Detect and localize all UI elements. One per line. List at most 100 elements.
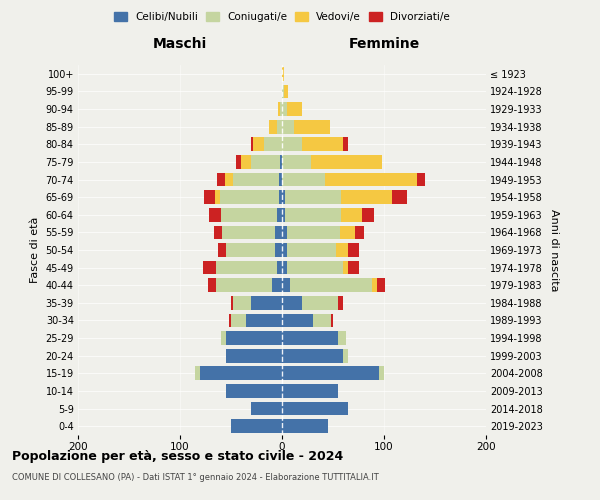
Bar: [251, 138, 253, 151]
Bar: [275, 226, 282, 239]
Bar: [208, 278, 216, 292]
Bar: [251, 155, 280, 169]
Bar: [231, 314, 247, 328]
Bar: [221, 208, 277, 222]
Bar: [287, 260, 343, 274]
Bar: [284, 84, 288, 98]
Bar: [231, 420, 282, 433]
Bar: [215, 190, 220, 204]
Bar: [280, 102, 282, 116]
Bar: [338, 296, 343, 310]
Bar: [282, 155, 311, 169]
Bar: [340, 226, 355, 239]
Bar: [372, 278, 377, 292]
Bar: [285, 190, 341, 204]
Bar: [222, 226, 275, 239]
Bar: [233, 296, 251, 310]
Bar: [302, 138, 343, 151]
Bar: [294, 120, 330, 134]
Bar: [311, 155, 382, 169]
Bar: [263, 138, 282, 151]
Bar: [272, 278, 282, 292]
Bar: [251, 296, 282, 310]
Bar: [221, 331, 226, 345]
Bar: [233, 172, 279, 186]
Bar: [229, 314, 231, 328]
Bar: [343, 138, 349, 151]
Bar: [287, 226, 340, 239]
Bar: [216, 260, 277, 274]
Bar: [236, 155, 241, 169]
Bar: [377, 278, 385, 292]
Bar: [277, 120, 282, 134]
Bar: [217, 172, 225, 186]
Bar: [282, 243, 287, 257]
Bar: [331, 314, 333, 328]
Bar: [282, 208, 285, 222]
Bar: [302, 296, 338, 310]
Bar: [341, 190, 392, 204]
Bar: [205, 190, 215, 204]
Bar: [277, 208, 282, 222]
Bar: [416, 172, 425, 186]
Bar: [282, 384, 338, 398]
Bar: [220, 190, 279, 204]
Bar: [247, 314, 282, 328]
Bar: [282, 331, 338, 345]
Bar: [282, 260, 287, 274]
Bar: [282, 102, 287, 116]
Bar: [269, 120, 277, 134]
Bar: [285, 208, 341, 222]
Bar: [313, 314, 331, 328]
Bar: [226, 349, 282, 362]
Bar: [343, 260, 349, 274]
Bar: [282, 84, 284, 98]
Bar: [277, 260, 282, 274]
Bar: [282, 190, 285, 204]
Bar: [216, 278, 272, 292]
Text: Femmine: Femmine: [349, 37, 419, 51]
Bar: [290, 278, 372, 292]
Bar: [279, 190, 282, 204]
Bar: [278, 102, 280, 116]
Bar: [282, 120, 294, 134]
Bar: [282, 314, 313, 328]
Bar: [226, 243, 275, 257]
Bar: [282, 226, 287, 239]
Legend: Celibi/Nubili, Coniugati/e, Vedovi/e, Divorziati/e: Celibi/Nubili, Coniugati/e, Vedovi/e, Di…: [110, 8, 454, 26]
Bar: [275, 243, 282, 257]
Text: COMUNE DI COLLESANO (PA) - Dati ISTAT 1° gennaio 2024 - Elaborazione TUTTITALIA.: COMUNE DI COLLESANO (PA) - Dati ISTAT 1°…: [12, 472, 379, 482]
Bar: [341, 208, 362, 222]
Bar: [287, 243, 336, 257]
Bar: [282, 349, 343, 362]
Bar: [282, 296, 302, 310]
Bar: [282, 278, 290, 292]
Bar: [325, 172, 416, 186]
Bar: [214, 226, 222, 239]
Bar: [392, 190, 407, 204]
Bar: [287, 102, 302, 116]
Bar: [279, 172, 282, 186]
Y-axis label: Anni di nascita: Anni di nascita: [548, 209, 559, 291]
Bar: [336, 243, 349, 257]
Bar: [379, 366, 384, 380]
Bar: [282, 366, 379, 380]
Bar: [203, 260, 216, 274]
Bar: [225, 172, 233, 186]
Bar: [226, 384, 282, 398]
Bar: [253, 138, 263, 151]
Bar: [343, 349, 349, 362]
Bar: [282, 67, 284, 80]
Bar: [282, 138, 302, 151]
Text: Popolazione per età, sesso e stato civile - 2024: Popolazione per età, sesso e stato civil…: [12, 450, 343, 463]
Bar: [338, 331, 346, 345]
Bar: [362, 208, 374, 222]
Bar: [282, 172, 325, 186]
Bar: [241, 155, 251, 169]
Y-axis label: Fasce di età: Fasce di età: [30, 217, 40, 283]
Bar: [282, 420, 328, 433]
Bar: [349, 243, 359, 257]
Bar: [226, 331, 282, 345]
Bar: [251, 402, 282, 415]
Bar: [196, 366, 200, 380]
